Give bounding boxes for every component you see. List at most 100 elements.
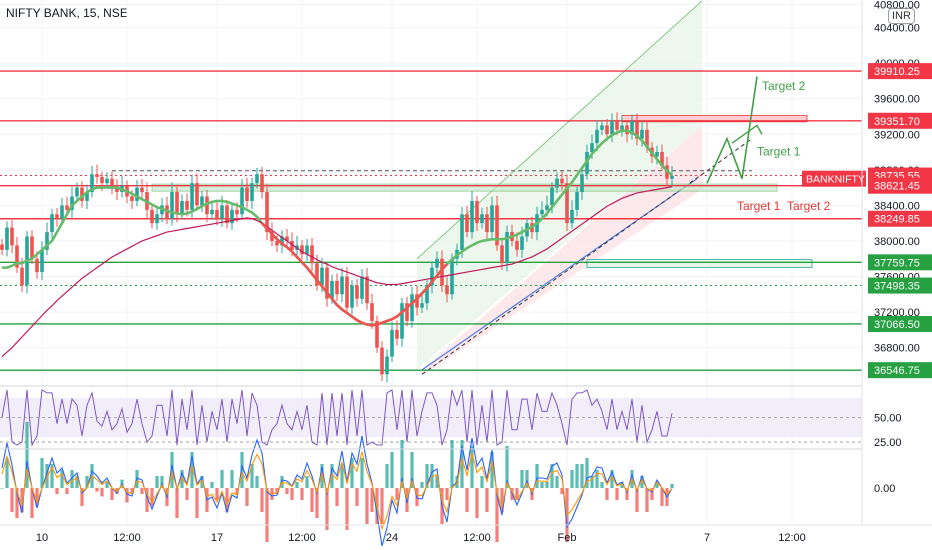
candle-body	[435, 258, 439, 268]
channel-top-line	[416, 0, 703, 260]
price-level-label: 39351.70	[874, 116, 920, 128]
macd-histogram-bar	[590, 476, 594, 488]
candle-body	[150, 209, 154, 224]
candle-body	[175, 192, 179, 215]
macd-histogram-bar	[275, 488, 279, 494]
macd-histogram-bar	[550, 464, 554, 488]
time-tick-label: 12:00	[113, 532, 141, 544]
candle-body	[245, 187, 249, 201]
macd-histogram-bar	[670, 483, 674, 488]
macd-histogram-bar	[310, 488, 314, 512]
macd-histogram-bar	[235, 488, 239, 494]
candle-body	[320, 267, 324, 286]
macd-histogram-bar	[210, 482, 214, 488]
macd-histogram-bar	[345, 488, 349, 530]
candle-body	[75, 187, 79, 197]
time-tick-label: 12:00	[463, 532, 491, 544]
candle-body	[380, 347, 384, 375]
candle-body	[645, 129, 649, 148]
currency-badge[interactable]: INR	[888, 8, 915, 24]
candle-body	[40, 249, 44, 273]
candle-body	[35, 258, 39, 273]
candle-body	[70, 196, 74, 210]
macd-histogram-bar	[445, 488, 449, 500]
candle-body	[365, 276, 369, 304]
macd-histogram-bar	[425, 464, 429, 488]
candle-body	[580, 174, 584, 193]
candle-body	[370, 303, 374, 321]
candle-body	[30, 236, 34, 259]
candle-body	[545, 205, 549, 210]
price-level-label: 38621.45	[874, 181, 920, 193]
candle-body	[460, 214, 464, 250]
macd-histogram-bar	[125, 488, 129, 503]
candle-body	[45, 232, 49, 250]
support-resistance-lines	[0, 70, 862, 371]
candle-body	[90, 174, 94, 193]
macd-histogram-bar	[645, 488, 649, 512]
macd-histogram-bar	[50, 464, 54, 488]
time-tick-label: 7	[704, 532, 710, 544]
candle-body	[520, 236, 524, 250]
macd-histogram-bar	[285, 488, 289, 494]
macd-histogram-bar	[85, 476, 89, 488]
price-tick-label: 40400.00	[874, 23, 920, 35]
candle-body	[475, 200, 479, 224]
candle-body	[660, 152, 664, 166]
macd-histogram-bar	[45, 464, 49, 488]
candle-body	[195, 183, 199, 206]
projection-path	[706, 76, 758, 184]
macd-histogram-bar	[625, 488, 629, 500]
macd-histogram-bar	[5, 458, 9, 488]
macd-histogram-bar	[490, 452, 494, 488]
candle-body	[410, 294, 414, 321]
macd-histogram-bar	[100, 488, 104, 497]
moving-average-segment-red	[261, 222, 448, 327]
macd-histogram-bar	[240, 452, 244, 488]
macd-histogram-bar	[505, 446, 509, 488]
macd-histogram-bar	[60, 470, 64, 488]
time-tick-label: 12:00	[288, 532, 316, 544]
macd-histogram-bar	[450, 440, 454, 488]
candle-body	[430, 267, 434, 286]
macd-histogram-bar	[260, 488, 264, 512]
demand-zone	[151, 183, 778, 192]
rsi-line	[1, 389, 673, 447]
macd-histogram-bar	[195, 488, 199, 518]
macd-histogram-bar	[250, 464, 254, 488]
macd-histogram-bar	[525, 470, 529, 488]
macd-histogram-bar	[245, 488, 249, 506]
candle-body	[265, 192, 269, 233]
candle-body	[345, 276, 349, 308]
macd-histogram-bar	[485, 488, 489, 512]
candle-body	[210, 209, 214, 215]
macd-histogram-bar	[335, 488, 339, 506]
time-tick-label: 10	[36, 532, 48, 544]
macd-pane	[0, 422, 674, 547]
moving-average-line	[1, 186, 673, 357]
candle-body	[565, 183, 569, 224]
price-tick-label: 38000.00	[874, 236, 920, 248]
candle-body	[235, 209, 239, 215]
candle-body	[395, 329, 399, 339]
candle-body	[490, 205, 494, 233]
candle-body	[570, 209, 574, 224]
annotation-label: Target 2	[787, 199, 831, 213]
candle-body	[240, 187, 244, 215]
macd-histogram-bar	[650, 488, 654, 500]
macd-histogram-bar	[465, 488, 469, 512]
candle-body	[390, 329, 394, 357]
candle-body	[255, 174, 259, 184]
macd-histogram-bar	[360, 458, 364, 488]
macd-histogram-bar	[80, 488, 84, 506]
candle-body	[270, 232, 274, 241]
candle-body	[605, 125, 609, 135]
macd-histogram-bar	[555, 476, 559, 488]
macd-histogram-bar	[15, 488, 19, 518]
candle-body	[610, 120, 614, 135]
macd-histogram-bar	[75, 476, 79, 488]
candle-body	[170, 192, 174, 219]
candle-body	[115, 187, 119, 193]
candle-body	[85, 192, 89, 201]
